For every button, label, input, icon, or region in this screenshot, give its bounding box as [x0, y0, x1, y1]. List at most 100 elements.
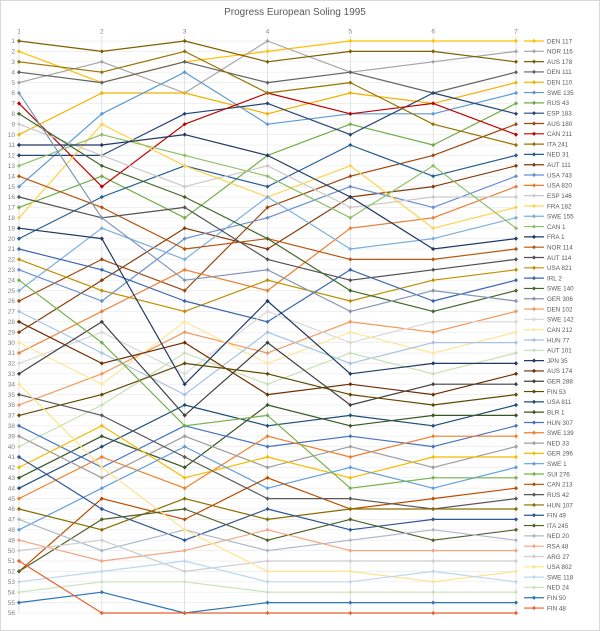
series-ita-245	[16, 506, 519, 574]
data-point-marker-icon	[431, 590, 436, 595]
data-point-marker-icon	[265, 382, 270, 387]
data-point-marker-icon	[99, 132, 104, 137]
data-point-marker-icon	[531, 142, 537, 147]
data-point-marker-icon	[265, 38, 270, 44]
data-point-marker-icon	[16, 257, 22, 262]
data-point-marker-icon	[16, 558, 22, 564]
data-point-marker-icon	[531, 90, 537, 95]
data-point-marker-icon	[348, 600, 353, 605]
rank-tick-label: 21	[8, 246, 16, 253]
data-point-marker-icon	[513, 434, 519, 439]
data-point-marker-icon	[513, 257, 519, 262]
data-point-marker-icon	[513, 392, 519, 397]
legend-label: USA 802	[547, 564, 572, 571]
legend-item: ESP 146	[524, 193, 572, 200]
rank-tick-label: 9	[11, 121, 15, 128]
data-point-marker-icon	[431, 49, 436, 54]
legend-item: FRA 182	[524, 203, 572, 210]
data-point-marker-icon	[348, 205, 353, 210]
legend-label: AUT 111	[547, 162, 571, 169]
race-tick-label: 6	[431, 29, 435, 36]
data-point-marker-icon	[182, 298, 187, 304]
data-point-marker-icon	[99, 330, 104, 335]
data-point-marker-icon	[16, 506, 22, 512]
legend-label: HUN 77	[547, 337, 570, 344]
data-point-marker-icon	[99, 278, 104, 283]
legend-item: FIN 49	[524, 513, 566, 520]
data-point-marker-icon	[182, 538, 187, 543]
data-point-marker-icon	[513, 205, 519, 210]
data-point-marker-icon	[265, 215, 270, 220]
series-swe-140	[16, 111, 519, 314]
legend-label: SWE 135	[547, 90, 574, 97]
rank-tick-label: 7	[11, 101, 15, 108]
data-point-marker-icon	[531, 575, 537, 580]
legend: DEN 117 NOR 116 AUS 178 DEN 111 DEN 110 SWE 1…	[524, 38, 574, 612]
data-point-marker-icon	[182, 122, 187, 127]
data-point-marker-icon	[431, 350, 436, 356]
data-point-marker-icon	[431, 527, 436, 532]
rank-tick-label: 26	[8, 298, 16, 305]
data-point-marker-icon	[16, 194, 22, 200]
data-point-marker-icon	[513, 548, 519, 553]
data-point-marker-icon	[431, 475, 436, 480]
data-point-marker-icon	[348, 590, 353, 595]
data-point-marker-icon	[431, 402, 436, 408]
data-point-marker-icon	[265, 434, 270, 439]
data-point-marker-icon	[99, 610, 104, 616]
data-point-marker-icon	[16, 350, 22, 356]
rank-tick-label: 29	[8, 329, 16, 336]
legend-label: ESP 146	[547, 193, 572, 200]
data-point-marker-icon	[182, 205, 187, 210]
data-point-marker-icon	[531, 502, 537, 508]
race-tick-label: 7	[514, 29, 518, 36]
legend-item: SUI 276	[524, 471, 570, 478]
series-fin-49	[16, 454, 519, 543]
legend-label: AUS 180	[547, 121, 573, 128]
data-point-marker-icon	[348, 517, 353, 522]
data-point-marker-icon	[531, 152, 537, 157]
data-point-marker-icon	[531, 38, 537, 44]
data-point-marker-icon	[99, 174, 104, 179]
legend-label: SWE 140	[547, 286, 574, 293]
chart-title: Progress European Soling 1995	[224, 7, 366, 18]
data-point-marker-icon	[182, 132, 187, 137]
legend-label: RUS 42	[547, 492, 570, 499]
data-point-marker-icon	[531, 554, 537, 559]
series-hun-77	[16, 309, 519, 397]
data-point-marker-icon	[513, 454, 519, 460]
data-point-marker-icon	[531, 317, 537, 322]
data-point-marker-icon	[431, 538, 436, 543]
series-aus-178	[16, 38, 519, 64]
data-point-marker-icon	[265, 298, 270, 304]
data-point-marker-icon	[265, 174, 270, 179]
data-point-marker-icon	[16, 205, 22, 210]
data-point-marker-icon	[265, 288, 270, 293]
data-point-marker-icon	[182, 163, 187, 168]
data-point-marker-icon	[431, 600, 436, 605]
data-point-marker-icon	[265, 454, 270, 460]
legend-label: AUT 114	[547, 255, 572, 262]
legend-label: ITA 241	[547, 141, 569, 148]
data-point-marker-icon	[265, 413, 270, 418]
data-point-marker-icon	[513, 59, 519, 64]
data-point-marker-icon	[348, 423, 353, 428]
data-point-marker-icon	[531, 59, 537, 64]
legend-item: AUS 178	[524, 59, 573, 66]
rank-tick-label: 55	[8, 600, 16, 607]
data-point-marker-icon	[513, 600, 519, 605]
rank-tick-label: 20	[8, 236, 16, 243]
data-point-marker-icon	[348, 246, 353, 252]
legend-item: FRA 1	[524, 234, 565, 241]
series-aus-180	[16, 122, 519, 304]
data-point-marker-icon	[431, 122, 436, 127]
data-point-marker-icon	[531, 513, 537, 518]
data-point-marker-icon	[265, 569, 270, 574]
legend-item: RSA 48	[524, 543, 569, 550]
legend-label: BLR 1	[547, 409, 565, 416]
data-point-marker-icon	[182, 226, 187, 231]
data-point-marker-icon	[348, 402, 353, 408]
data-point-marker-icon	[531, 440, 537, 446]
data-point-marker-icon	[265, 392, 270, 397]
data-point-marker-icon	[531, 245, 537, 250]
